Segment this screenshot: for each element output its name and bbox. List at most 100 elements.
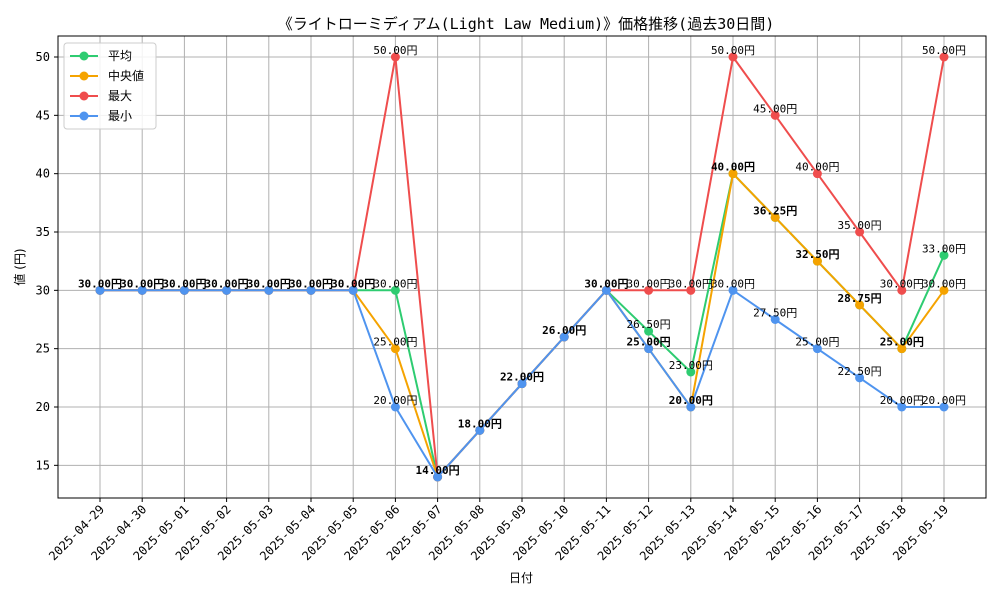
series-1-point [686, 367, 696, 377]
series-3-point [812, 169, 822, 179]
series-4-point [390, 402, 400, 412]
series-4-point [559, 332, 569, 342]
series-2-point [855, 300, 865, 310]
series-4-point [517, 379, 527, 389]
series-4-point [475, 425, 485, 435]
series-2-point [812, 256, 822, 266]
data-label: 30.00円 [880, 277, 924, 290]
y-axis-title: 値 (円) [12, 248, 27, 285]
data-label: 26.50円 [627, 318, 671, 331]
series-4-point [812, 344, 822, 354]
data-label: 30.00円 [247, 277, 291, 290]
data-label: 20.00円 [669, 394, 713, 407]
series-2-point [939, 285, 949, 295]
series-2-point [770, 212, 780, 222]
data-label: 27.50円 [753, 307, 797, 320]
y-tick-label: 40 [36, 167, 50, 181]
series-4-point [686, 402, 696, 412]
series-3-point [390, 52, 400, 62]
y-tick-label: 30 [36, 283, 50, 297]
data-label: 30.00円 [289, 277, 333, 290]
data-label: 30.00円 [669, 277, 713, 290]
series-4-point [855, 373, 865, 383]
y-tick-label: 45 [36, 108, 50, 122]
data-label: 25.00円 [880, 336, 924, 349]
series-3-point [770, 110, 780, 120]
series-1-point [644, 326, 654, 336]
data-label: 20.00円 [880, 394, 924, 407]
data-label: 30.00円 [922, 277, 966, 290]
series-4-point [644, 344, 654, 354]
data-label: 20.00円 [373, 394, 417, 407]
data-label: 50.00円 [922, 44, 966, 57]
x-axis-title: 日付 [509, 571, 533, 585]
series-4-point [179, 285, 189, 295]
legend-label-3: 最大 [108, 89, 132, 103]
series-4-point [264, 285, 274, 295]
data-label: 40.00円 [795, 161, 839, 174]
data-label: 35.00円 [838, 219, 882, 232]
data-label: 30.00円 [373, 277, 417, 290]
data-label: 30.00円 [331, 277, 375, 290]
chart-title: 《ライトローミディアム(Light Law Medium)》価格推移(過去30日… [278, 15, 775, 33]
series-3-point [686, 285, 696, 295]
series-3-point [728, 52, 738, 62]
legend-label-2: 中央値 [108, 68, 144, 83]
series-3-point [644, 285, 654, 295]
data-label: 40.00円 [711, 161, 755, 174]
data-label: 23.00円 [669, 359, 713, 372]
series-4-point [348, 285, 358, 295]
data-label: 33.00円 [922, 242, 966, 255]
series-3-point [855, 227, 865, 237]
data-label-layer: 30.00円30.00円30.00円30.00円30.00円30.00円30.0… [78, 44, 966, 477]
data-label: 45.00円 [753, 102, 797, 115]
y-tick-label: 15 [36, 458, 50, 472]
series-3-point [897, 285, 907, 295]
y-tick-label: 25 [36, 342, 50, 356]
data-label: 30.00円 [120, 277, 164, 290]
data-label: 25.00円 [795, 336, 839, 349]
series-4-point [306, 285, 316, 295]
data-label: 26.00円 [542, 324, 586, 337]
data-label: 32.50円 [795, 248, 839, 261]
data-label: 30.00円 [162, 277, 206, 290]
series-3-point [939, 52, 949, 62]
data-label: 30.00円 [205, 277, 249, 290]
y-tick-label: 35 [36, 225, 50, 239]
series-4-point [137, 285, 147, 295]
series-4-point [939, 402, 949, 412]
series-2-point [728, 169, 738, 179]
series-1-point [939, 250, 949, 260]
data-label: 30.00円 [78, 277, 122, 290]
legend-marker-1 [79, 51, 89, 61]
series-layer [95, 52, 949, 482]
data-label: 20.00円 [922, 394, 966, 407]
series-4-point [728, 285, 738, 295]
legend-label-4: 最小 [108, 109, 132, 123]
data-label: 25.00円 [373, 336, 417, 349]
legend-marker-2 [79, 71, 89, 81]
data-label: 50.00円 [373, 44, 417, 57]
series-4-point [95, 285, 105, 295]
series-1-point [390, 285, 400, 295]
data-label: 50.00円 [711, 44, 755, 57]
data-label: 28.75円 [838, 292, 882, 305]
series-2-point [897, 344, 907, 354]
y-axis-ticks: 15 20 25 30 35 40 45 50 [36, 50, 58, 472]
legend-marker-3 [79, 91, 89, 101]
data-label: 36.25円 [753, 204, 797, 217]
series-2-point [390, 344, 400, 354]
data-label: 30.00円 [711, 277, 755, 290]
data-label: 30.00円 [627, 277, 671, 290]
data-label: 18.00円 [458, 417, 502, 430]
y-tick-label: 20 [36, 400, 50, 414]
data-label: 25.00円 [627, 336, 671, 349]
legend-marker-4 [79, 111, 89, 121]
series-4-point [897, 402, 907, 412]
data-label: 14.00円 [416, 464, 460, 477]
legend-label-1: 平均 [108, 49, 132, 63]
legend-box [63, 42, 157, 130]
